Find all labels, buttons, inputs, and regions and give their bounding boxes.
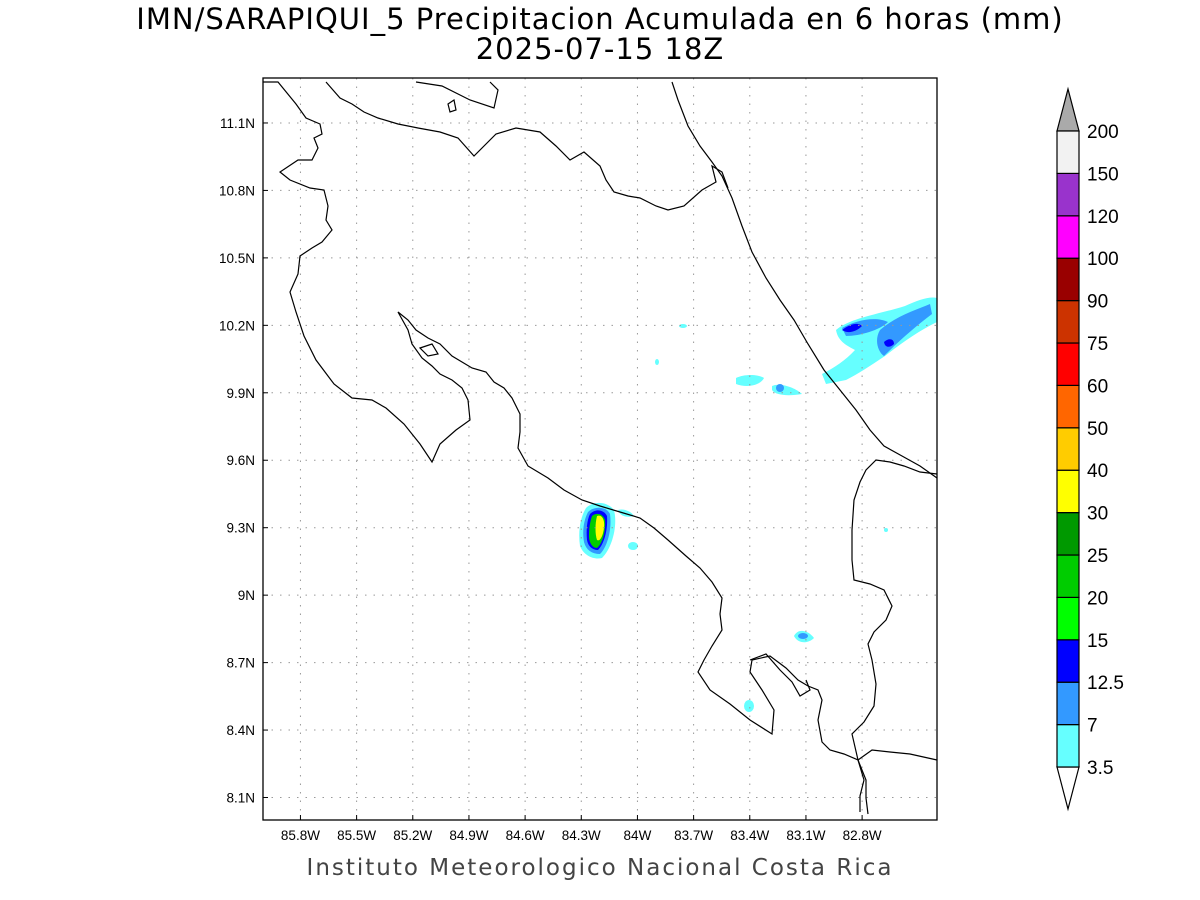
colorbar-swatch [1056,384,1080,429]
lat-tick-label: 10.8N [219,183,255,198]
colorbar-swatch [1056,172,1080,217]
lat-tick-label: 9.9N [226,386,255,401]
lat-tick-label: 9.6N [226,453,255,468]
lat-tick-label: 9N [238,588,255,603]
precip-blue-ne [842,319,888,336]
colorbar-arrow-above [1056,86,1080,132]
colorbar-label: 200 [1087,122,1119,143]
colorbar-swatch [1056,342,1080,387]
colorbar-swatch [1056,300,1080,344]
colorbar-arrow-below [1056,766,1080,812]
nicaragua-pacific-coast [263,81,865,812]
colorbar-swatch [1056,469,1080,514]
precip-cyan-dot-1 [679,324,687,328]
coastlines [263,81,938,815]
lat-tick-label: 11.1N [220,116,255,131]
panama-border [851,459,938,815]
lat-tick-label: 8.4N [226,723,255,738]
colorbar: 3.5 7 12.5 15 20 25 30 40 50 60 75 90 100 120 150 200 [1056,86,1124,812]
precip-cyan-dot-2 [655,359,659,365]
colorbar-swatch [1056,130,1080,175]
colorbar-swatch [1056,596,1080,641]
colorbar-label: 60 [1087,376,1108,397]
lake-nicaragua-shore [415,81,499,109]
lake-island [447,99,457,113]
colorbar-label: 25 [1087,546,1108,567]
map-title: IMN/SARAPIQUI_5 Precipitacion Acumulada … [136,2,1064,36]
colorbar-label: 40 [1087,461,1108,482]
lon-tick-label: 84.6W [506,828,545,843]
lat-tick-label: 8.1N [226,791,255,806]
precip-cyan-dot-3 [628,542,638,550]
colorbar-swatch [1056,554,1080,599]
colorbar-swatch [1056,639,1080,683]
colorbar-label: 90 [1087,292,1108,313]
caribbean-coast [671,81,938,479]
colorbar-swatch [1056,215,1080,259]
precip-cyan-dot-4 [884,528,888,532]
precip-blue-central [776,384,784,392]
lon-tick-label: 84.9W [449,828,488,843]
lon-tick-label: 85.5W [337,828,376,843]
lat-tick-label: 10.2N [219,318,255,333]
colorbar-swatch [1056,511,1080,556]
panama-pacific-coast [857,749,938,761]
colorbar-label: 15 [1087,631,1108,652]
precip-darkblue-ne-2 [884,339,894,347]
lat-tick-label: 10.5N [219,251,255,266]
precip-cyan-central [736,375,764,386]
colorbar-swatch [1056,723,1080,768]
map-subtitle-date: 2025-07-15 18Z [475,32,725,66]
lat-lon-grid [263,78,937,820]
nicoya-gulf-island [418,343,439,357]
lat-tick-label: 8.7N [226,656,255,671]
golfo-dulce-shore [749,653,811,697]
colorbar-label: 150 [1087,164,1119,185]
precip-blue-south [798,633,808,639]
lon-tick-label: 83.4W [730,828,769,843]
lon-tick-label: 85.2W [393,828,432,843]
colorbar-swatch [1056,681,1080,726]
precipitation-fields [579,297,937,712]
lon-tick-label: 85.8W [281,828,320,843]
lon-tick-label: 83.1W [786,828,825,843]
colorbar-label: 75 [1087,334,1108,355]
lon-tick-label: 84.3W [562,828,601,843]
colorbar-label: 7 [1087,716,1098,737]
map-axes: 85.8W 85.5W 85.2W 84.9W 84.6W 84.3W 84W 83.7W 83… [219,116,882,843]
lat-tick-label: 9.3N [226,521,255,536]
colorbar-swatch [1056,427,1080,471]
colorbar-label: 100 [1087,249,1119,270]
precip-yellow-main [595,515,605,541]
precip-darkblue-ne [842,323,862,333]
lon-tick-label: 82.8W [843,828,882,843]
colorbar-label: 12.5 [1087,673,1124,694]
colorbar-label: 30 [1087,504,1108,525]
map-frame [262,77,938,821]
colorbar-label: 120 [1087,207,1119,228]
map-footer-credit: Instituto Meteorologico Nacional Costa R… [306,855,894,881]
colorbar-label: 3.5 [1087,758,1113,779]
colorbar-label: 20 [1087,588,1108,609]
lon-tick-label: 84W [624,828,652,843]
colorbar-label: 50 [1087,419,1108,440]
precip-cyan-osa [744,700,754,712]
lon-tick-label: 83.7W [674,828,713,843]
colorbar-swatch [1056,257,1080,302]
nicaragua-lake-coast [325,81,729,211]
